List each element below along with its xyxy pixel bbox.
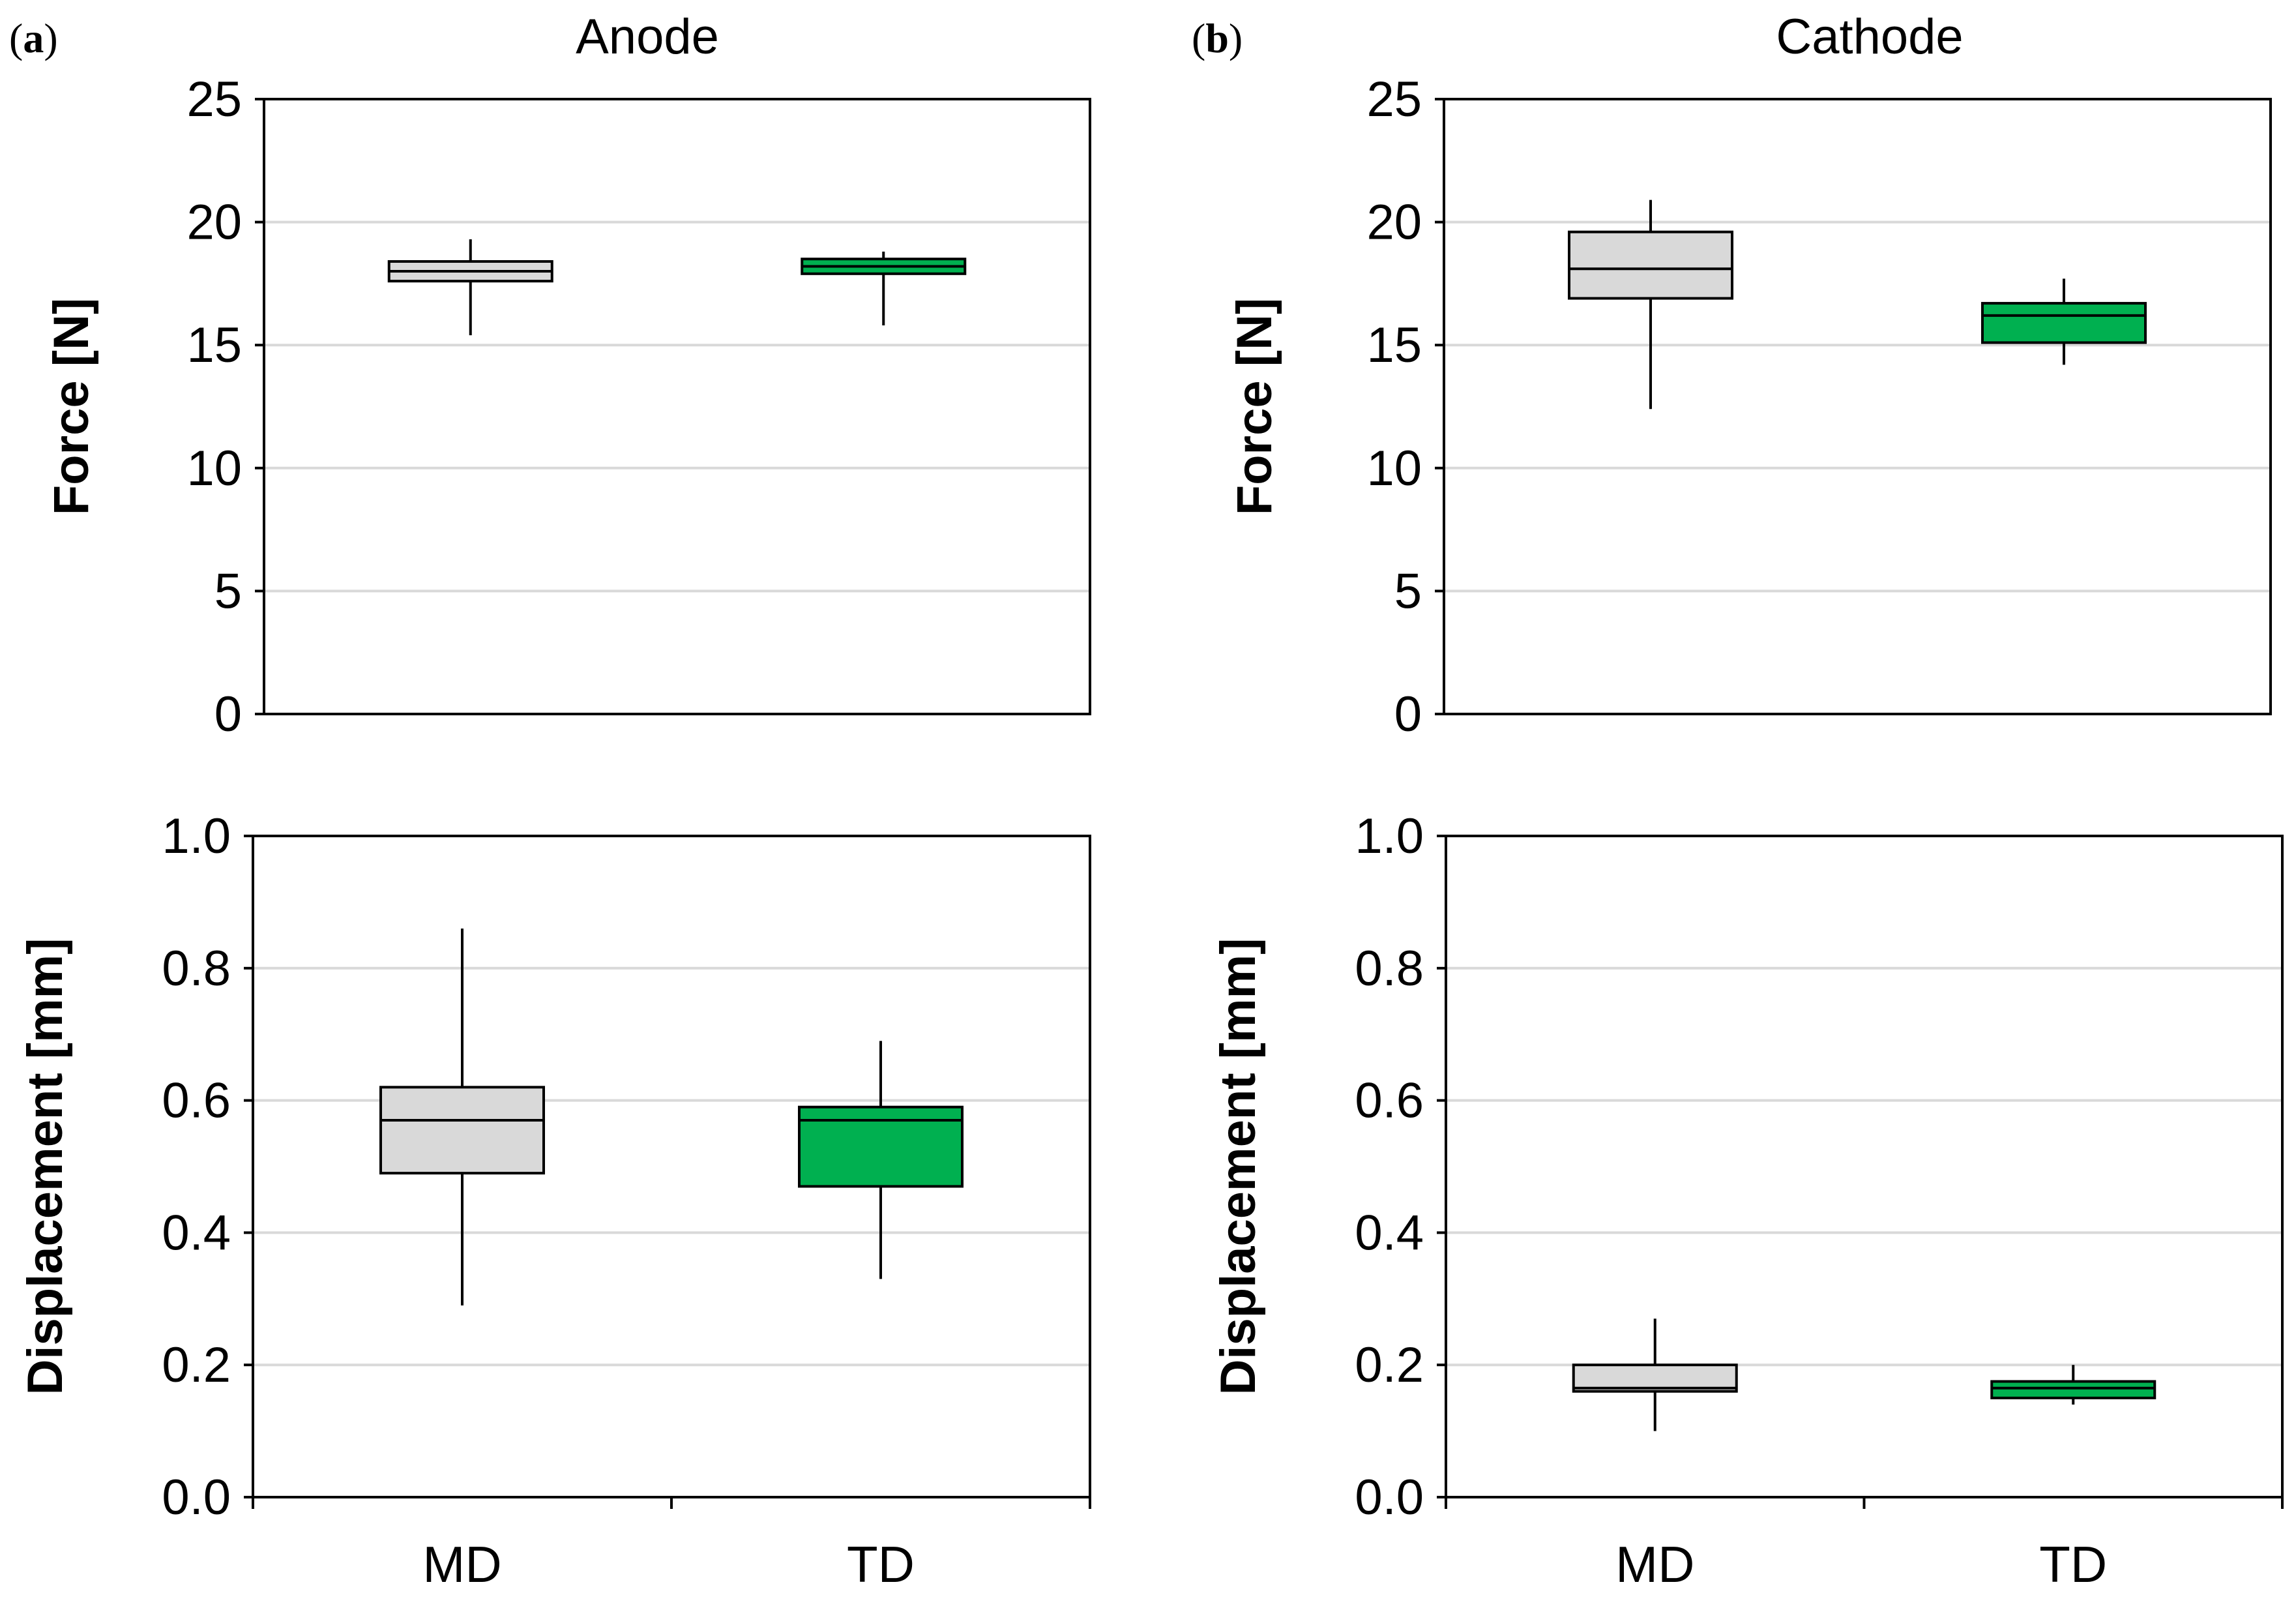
- x-category-label-md: MD: [1615, 1536, 1694, 1593]
- panel-a-letter: a: [23, 15, 44, 61]
- cathode-force-plot: 0 5 10 15 20 25 Force [N]: [1227, 72, 2272, 742]
- x-category-label-md: MD: [422, 1536, 501, 1593]
- y-tick-label: 20: [1366, 195, 1422, 250]
- panel-a-title: Anode: [576, 9, 719, 65]
- y-tick-label: 0.4: [162, 1205, 231, 1260]
- y-tick-label: 10: [1366, 441, 1422, 496]
- y-tick-label: 0.4: [1355, 1205, 1424, 1260]
- y-tick-label: 25: [1366, 72, 1422, 127]
- y-tick-label: 0.0: [162, 1470, 231, 1525]
- y-tick-label: 0: [214, 687, 242, 742]
- y-tick-label: 25: [186, 72, 242, 127]
- plot-frame: [1443, 98, 2272, 715]
- x-category-label-td: TD: [847, 1536, 915, 1593]
- y-tick-label: 5: [214, 563, 242, 619]
- panel-b-letter: b: [1205, 15, 1229, 61]
- y-tick-label: 15: [1366, 318, 1422, 373]
- y-tick-label: 1.0: [162, 809, 231, 864]
- y-tick-label: 20: [186, 195, 242, 250]
- plot-frame: [263, 98, 1091, 715]
- plot-frame: [1445, 835, 2284, 1498]
- y-tick-label: 0.6: [162, 1073, 231, 1129]
- y-tick-label: 5: [1394, 563, 1422, 619]
- box-md-iqr: [1568, 230, 1733, 300]
- anode-force-plot: 0 5 10 15 20 25 Force [N]: [44, 72, 1091, 742]
- cathode-displacement-plot: 0.0 0.2 0.4 0.6 0.8 1.0 Displacement [mm] MD TD: [1211, 809, 2284, 1593]
- box-md-iqr: [379, 1086, 545, 1175]
- y-tick-label: 10: [186, 441, 242, 496]
- anode-displacement-plot: 0.0 0.2 0.4 0.6 0.8 1.0 Displacement [mm] MD TD: [18, 809, 1091, 1593]
- y-axis-label: Displacement [mm]: [1211, 938, 1266, 1395]
- y-tick-label: 0.2: [162, 1337, 231, 1393]
- box-td-iqr: [1981, 302, 2147, 344]
- box-td-iqr: [798, 1105, 964, 1188]
- panel-a-label: (a): [9, 15, 58, 61]
- y-tick-label: 0: [1394, 687, 1422, 742]
- y-tick-label: 15: [186, 318, 242, 373]
- y-axis-label: Force [N]: [44, 298, 99, 516]
- y-axis-label: Displacement [mm]: [18, 938, 73, 1395]
- y-tick-label: 0.8: [162, 941, 231, 996]
- panel-b-title: Cathode: [1776, 9, 1963, 65]
- y-tick-label: 1.0: [1355, 809, 1424, 864]
- y-axis-label: Force [N]: [1227, 298, 1282, 516]
- y-tick-label: 0.6: [1355, 1073, 1424, 1129]
- panel-b-label: (b): [1192, 15, 1243, 61]
- y-tick-label: 0.8: [1355, 941, 1424, 996]
- y-tick-label: 0.0: [1355, 1470, 1424, 1525]
- x-category-label-td: TD: [2039, 1536, 2107, 1593]
- plot-frame: [252, 835, 1091, 1498]
- y-tick-label: 0.2: [1355, 1337, 1424, 1393]
- box-td-iqr: [1990, 1380, 2156, 1399]
